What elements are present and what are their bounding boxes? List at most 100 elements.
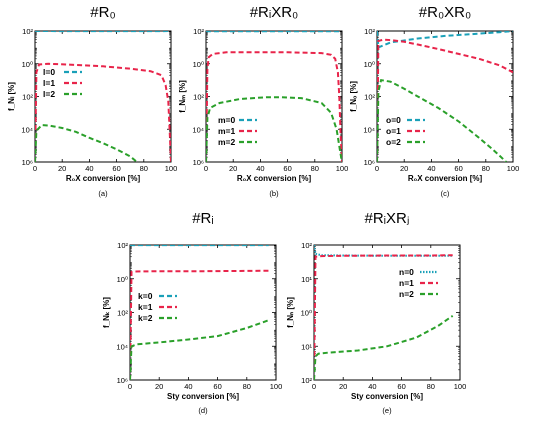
y-tick-label: 10⁶ bbox=[117, 376, 128, 385]
x-tick-label: 60 bbox=[213, 382, 221, 391]
x-tick-label: 20 bbox=[400, 164, 408, 173]
panel-title: #R₀XR₀ bbox=[419, 4, 471, 21]
series-line-o2 bbox=[377, 78, 507, 162]
legend-label: m=0 bbox=[218, 115, 236, 125]
legend-label: o=1 bbox=[386, 126, 401, 136]
y-tick-label: 10² bbox=[193, 93, 204, 102]
y-tick-label: 10² bbox=[364, 27, 375, 36]
y-tick-label: 10² bbox=[117, 309, 128, 318]
panel-b: #RᵢXR₀ 0 20 40 60 80 100 10⁶ 10⁴ 10² 10⁰ 10² R₀X con… bbox=[178, 4, 348, 198]
x-tick-label: 100 bbox=[507, 164, 520, 173]
y-tick-label: 10¹ bbox=[301, 275, 312, 284]
y-axis-label: f_Nₙ [%] bbox=[286, 297, 295, 328]
y-tick-label: 10⁰ bbox=[364, 60, 375, 69]
x-tick-label: 40 bbox=[256, 164, 264, 173]
x-tick-label: 80 bbox=[140, 164, 148, 173]
series-line-n2 bbox=[314, 314, 454, 380]
legend-label: k=0 bbox=[138, 291, 153, 301]
legend-label: k=2 bbox=[138, 313, 153, 323]
legend-label: m=2 bbox=[218, 137, 236, 147]
x-tick-label: 60 bbox=[397, 382, 405, 391]
x-tick-label: 20 bbox=[155, 382, 163, 391]
y-tick-label: 10⁰ bbox=[193, 60, 204, 69]
series-line-n0 bbox=[314, 245, 453, 257]
y-tick-label: 10⁶ bbox=[22, 158, 33, 167]
x-tick-label: 80 bbox=[243, 382, 251, 391]
y-tick-label: 10⁴ bbox=[192, 125, 204, 134]
plot-frame bbox=[313, 244, 461, 381]
x-tick-label: 100 bbox=[165, 164, 178, 173]
series-line-k1 bbox=[130, 269, 269, 380]
y-tick-label: 10⁰ bbox=[301, 309, 312, 318]
series-line-m1 bbox=[206, 51, 342, 162]
y-tick-label: 10² bbox=[22, 93, 33, 102]
plot-frame bbox=[34, 30, 172, 163]
x-tick-label: 60 bbox=[454, 164, 462, 173]
y-tick-label: 10⁴ bbox=[116, 342, 128, 351]
panel-caption: (d) bbox=[198, 406, 208, 415]
panel-caption: (b) bbox=[269, 189, 279, 198]
x-tick-label: 40 bbox=[85, 164, 93, 173]
x-tick-label: 0 bbox=[33, 164, 37, 173]
y-tick-label: 10⁶ bbox=[193, 158, 204, 167]
x-tick-label: 80 bbox=[311, 164, 319, 173]
legend-label: l=2 bbox=[43, 89, 55, 99]
x-tick-label: 100 bbox=[336, 164, 349, 173]
x-tick-label: 0 bbox=[204, 164, 208, 173]
y-tick-label: 10² bbox=[117, 241, 128, 250]
legend-label: n=2 bbox=[399, 289, 414, 299]
panel-e: #RᵢXRⱼ 0 20 40 60 80 100 10² 10¹ 10⁰ 10¹ 10² Sty con… bbox=[286, 210, 466, 415]
x-tick-label: 80 bbox=[482, 164, 490, 173]
x-tick-label: 0 bbox=[128, 382, 132, 391]
x-tick-label: 0 bbox=[375, 164, 379, 173]
x-axis-label: Sty conversion [%] bbox=[351, 392, 423, 401]
x-tick-label: 100 bbox=[270, 382, 283, 391]
x-tick-label: 80 bbox=[427, 382, 435, 391]
x-tick-label: 20 bbox=[58, 164, 66, 173]
x-tick-label: 0 bbox=[312, 382, 316, 391]
y-axis-label: f_Nₘ [%] bbox=[178, 80, 187, 113]
x-tick-label: 20 bbox=[339, 382, 347, 391]
x-tick-label: 20 bbox=[229, 164, 237, 173]
panel-d: #Rᵢ 0 20 40 60 80 100 10⁶ 10⁴ 10² 10⁰ 10² Sty conver… bbox=[102, 210, 282, 415]
panel-title: #RᵢXRⱼ bbox=[365, 210, 410, 227]
y-axis-label: f_Nₖ [%] bbox=[102, 297, 111, 328]
legend-label: l=0 bbox=[43, 67, 55, 77]
panel-title: #Rᵢ bbox=[192, 210, 214, 227]
panel-title: #R₀ bbox=[90, 4, 115, 21]
x-tick-label: 100 bbox=[454, 382, 467, 391]
panel-caption: (e) bbox=[382, 406, 392, 415]
y-tick-label: 10² bbox=[364, 93, 375, 102]
legend-label: k=1 bbox=[138, 302, 153, 312]
y-tick-label: 10² bbox=[301, 376, 312, 385]
x-axis-label: R₀X conversion [%] bbox=[66, 174, 141, 183]
y-tick-label: 10¹ bbox=[301, 342, 312, 351]
legend-label: o=2 bbox=[386, 137, 401, 147]
y-axis-label: f_Nₒ [%] bbox=[349, 81, 358, 112]
y-tick-label: 10² bbox=[22, 27, 33, 36]
x-tick-label: 40 bbox=[427, 164, 435, 173]
series-line-o1 bbox=[377, 38, 513, 162]
x-axis-label: R₀X conversion [%] bbox=[237, 174, 312, 183]
series-line-l1 bbox=[35, 62, 171, 162]
series-line-o0 bbox=[377, 31, 513, 49]
y-tick-label: 10⁰ bbox=[117, 275, 128, 284]
panel-caption: (c) bbox=[441, 189, 450, 198]
series-line-l2 bbox=[35, 124, 138, 162]
x-tick-label: 60 bbox=[283, 164, 291, 173]
x-tick-label: 40 bbox=[184, 382, 192, 391]
y-tick-label: 10⁴ bbox=[21, 125, 33, 134]
panel-c: #R₀XR₀ 0 20 40 60 80 100 10⁶ 10⁴ 10² 10⁰ 10² R₀X con… bbox=[349, 4, 519, 198]
y-tick-label: 10⁴ bbox=[363, 125, 375, 134]
legend-label: n=0 bbox=[399, 267, 414, 277]
legend-label: n=1 bbox=[399, 278, 414, 288]
legend-label: o=0 bbox=[386, 115, 401, 125]
series-line-n1 bbox=[314, 254, 453, 380]
series-line-k2 bbox=[130, 319, 270, 380]
y-axis-label: f_Nₗ [%] bbox=[7, 82, 16, 111]
panel-caption: (a) bbox=[98, 189, 108, 198]
panel-a: #R₀ 0 20 40 60 80 100 10⁶ 10⁴ 10² 10⁰ 10² R₀X conver… bbox=[7, 4, 177, 198]
y-tick-label: 10² bbox=[301, 241, 312, 250]
x-axis-label: Sty conversion [%] bbox=[167, 392, 239, 401]
